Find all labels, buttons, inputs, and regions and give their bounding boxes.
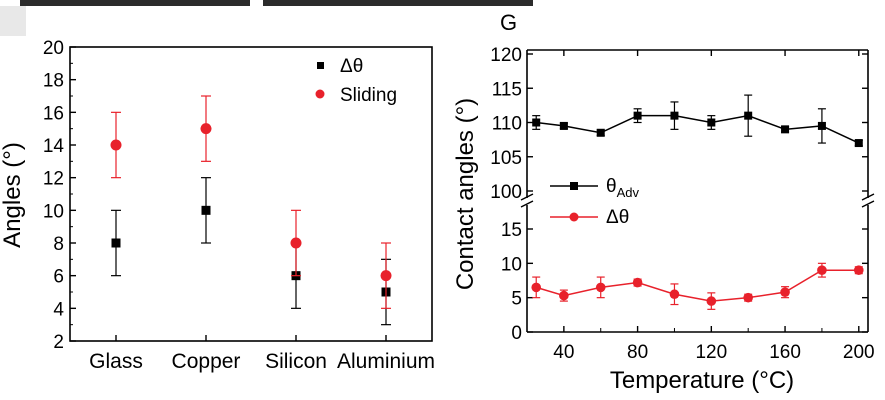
left-point-circle <box>200 123 212 135</box>
panel-label: G <box>500 10 517 35</box>
right-point-circle <box>595 282 606 293</box>
right-point-square <box>781 125 790 134</box>
right-legend-theta-sub: Adv <box>617 185 640 200</box>
left-y-ticks: 2 4 6 8 10 12 14 16 18 20 <box>43 38 76 353</box>
right-x-tick-label: 200 <box>843 342 875 363</box>
right-point-circle <box>559 290 569 301</box>
left-point-square <box>111 238 121 248</box>
left-y-tick-label: 14 <box>43 136 65 157</box>
right-y-axis-label: Contact angles (°) <box>452 98 479 290</box>
right-data-marks <box>531 94 864 310</box>
left-x-tick-label: Glass <box>89 350 143 373</box>
left-y-tick-label: 10 <box>43 201 64 222</box>
left-point-square <box>201 205 211 215</box>
right-x-ticks: 40 80 120 160 200 <box>553 50 875 363</box>
right-x-tick-label: 40 <box>553 342 574 363</box>
right-legend-marker-circle <box>569 212 579 222</box>
axis-break-right <box>861 193 875 208</box>
left-y-tick-label: 16 <box>43 103 64 124</box>
left-x-tick-label: Silicon <box>265 350 327 373</box>
right-point-square <box>670 111 679 120</box>
left-chart: 2 4 6 8 10 12 14 16 18 20 Glass Copper Silicon Alumi… <box>0 38 435 373</box>
right-upper-y-tick-label: 105 <box>490 148 522 169</box>
right-point-circle <box>817 265 827 276</box>
left-data-marks <box>110 95 392 326</box>
right-point-square <box>707 118 716 127</box>
right-legend-label-delta: Δθ <box>606 207 629 228</box>
right-x-tick-label: 120 <box>695 342 727 363</box>
left-x-ticks: Glass Copper Silicon Aluminium <box>89 335 435 373</box>
left-legend-marker-square <box>317 62 324 69</box>
right-lower-y-tick-label: 5 <box>511 289 522 310</box>
left-y-tick-label: 2 <box>53 332 64 353</box>
right-point-square <box>559 121 568 130</box>
right-upper-y-tick-label: 115 <box>492 79 522 100</box>
left-legend-marker-circle <box>315 89 325 99</box>
right-point-square <box>854 139 863 148</box>
left-legend-label-delta: Δθ <box>340 56 363 77</box>
right-lower-y-tick-label: 0 <box>511 323 522 344</box>
right-lower-y-tick-label: 10 <box>501 254 522 275</box>
right-point-square <box>744 111 753 120</box>
corner-artifact <box>0 6 26 36</box>
axis-break-left <box>520 193 534 208</box>
left-point-circle <box>380 270 392 282</box>
left-legend: Δθ Sliding <box>315 56 397 106</box>
right-chart: G 100 105 110 115 120 0 5 10 15 40 80 120 160 200 Co… <box>452 10 875 394</box>
right-point-circle <box>743 292 753 303</box>
left-y-tick-label: 12 <box>43 169 64 190</box>
left-point-circle <box>110 139 122 151</box>
right-legend-marker-square <box>570 182 578 190</box>
right-x-axis-label: Temperature (°C) <box>610 367 794 394</box>
right-y-ticks: 100 105 110 115 120 0 5 10 15 <box>490 45 868 344</box>
right-point-square <box>817 121 826 130</box>
right-point-circle <box>669 289 680 300</box>
right-legend-label-theta: θAdv <box>606 176 639 200</box>
left-x-tick-label: Aluminium <box>337 350 435 373</box>
right-point-circle <box>632 277 643 288</box>
right-lower-y-tick-label: 15 <box>501 220 522 241</box>
right-legend: θAdv Δθ <box>550 176 639 228</box>
left-x-tick-label: Copper <box>172 350 241 373</box>
left-legend-label-sliding: Sliding <box>340 85 397 106</box>
right-series-line <box>536 269 859 302</box>
right-point-circle <box>531 282 542 293</box>
left-y-tick-label: 20 <box>43 38 64 59</box>
right-point-square <box>532 118 541 127</box>
right-point-circle <box>780 287 790 297</box>
right-series-line <box>536 114 860 144</box>
right-upper-y-tick-label: 110 <box>492 114 522 135</box>
right-legend-theta-main: θ <box>606 176 617 197</box>
right-point-circle <box>706 296 717 306</box>
right-x-tick-label: 160 <box>769 342 801 363</box>
left-point-circle <box>290 237 302 249</box>
top-image-edge-left <box>20 0 250 6</box>
left-y-tick-label: 18 <box>43 71 64 92</box>
left-y-axis-label: Angles (°) <box>0 142 26 248</box>
right-point-square <box>596 128 605 137</box>
right-upper-y-tick-label: 120 <box>490 45 522 66</box>
top-image-edge-right <box>263 0 533 6</box>
left-y-tick-label: 4 <box>53 299 64 320</box>
left-y-tick-label: 6 <box>53 267 64 288</box>
right-upper-y-tick-label: 100 <box>490 182 522 203</box>
left-y-tick-label: 8 <box>53 234 64 255</box>
right-point-circle <box>853 265 864 276</box>
right-x-tick-label: 80 <box>627 342 648 363</box>
right-point-square <box>633 111 642 120</box>
